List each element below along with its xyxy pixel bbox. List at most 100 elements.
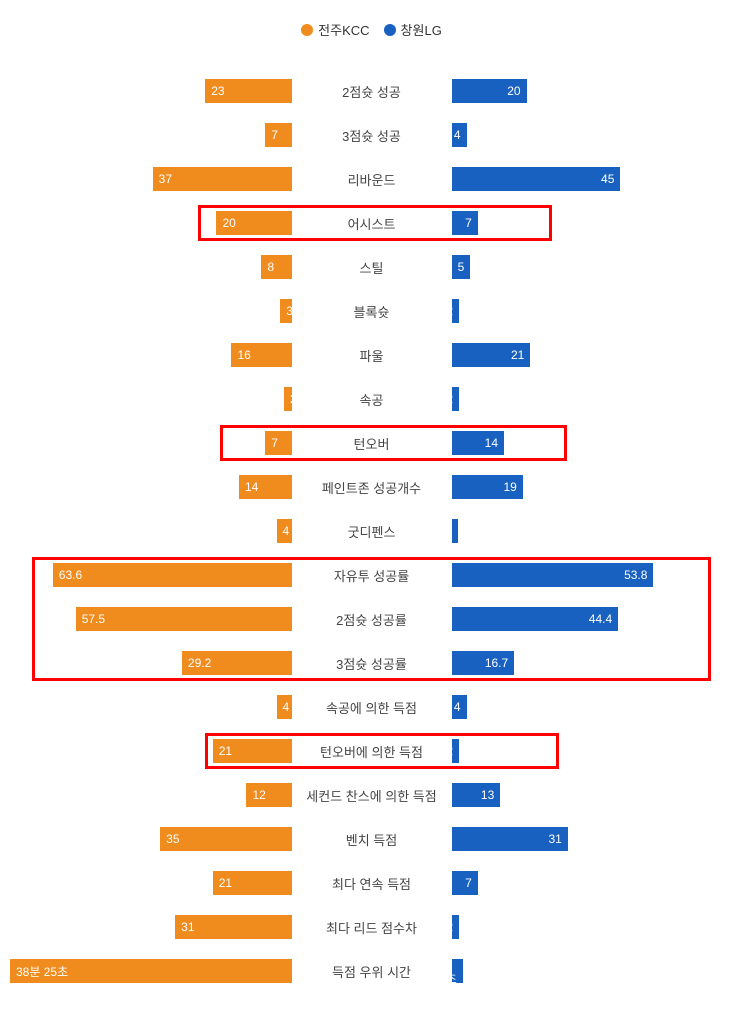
stat-label: 3점슛 성공 xyxy=(292,126,452,145)
team-a-value: 63.6 xyxy=(59,568,82,582)
team-b-side: 13 xyxy=(452,783,734,807)
team-a-value: 4 xyxy=(283,524,290,538)
stat-row: 14페인트존 성공개수19 xyxy=(10,465,733,509)
stat-row: 21최다 연속 득점7 xyxy=(10,861,733,905)
team-a-bar: 12 xyxy=(246,783,291,807)
stat-label: 벤치 득점 xyxy=(292,830,452,849)
stat-row: 20어시스트7 xyxy=(10,201,733,245)
stat-label: 2점슛 성공 xyxy=(292,82,452,101)
team-a-side: 35 xyxy=(10,827,292,851)
team-b-bar: 8초 xyxy=(452,959,463,983)
team-a-bar: 8 xyxy=(261,255,291,279)
team-b-side: 44.4 xyxy=(452,607,734,631)
team-a-value: 37 xyxy=(159,172,172,186)
team-a-value: 7 xyxy=(271,436,278,450)
team-b-bar: 21 xyxy=(452,343,531,367)
team-b-side: 1 xyxy=(452,519,734,543)
team-b-bar: 1 xyxy=(452,519,458,543)
team-a-value: 38분 25초 xyxy=(16,963,68,980)
team-b-value: 21 xyxy=(511,348,524,362)
team-b-side: 45 xyxy=(452,167,734,191)
team-a-side: 3 xyxy=(10,299,292,323)
stat-label: 속공에 의한 득점 xyxy=(292,698,452,717)
legend-label-b: 창원LG xyxy=(401,20,442,39)
stat-label: 자유투 성공률 xyxy=(292,566,452,585)
team-a-side: 7 xyxy=(10,123,292,147)
team-a-side: 38분 25초 xyxy=(10,959,292,983)
team-b-side: 19 xyxy=(452,475,734,499)
team-a-value: 12 xyxy=(252,788,265,802)
team-b-side: 7 xyxy=(452,871,734,895)
team-b-bar: 7 xyxy=(452,871,478,895)
team-a-bar: 29.2 xyxy=(182,651,292,675)
team-b-value: 2 xyxy=(446,920,453,934)
team-a-side: 37 xyxy=(10,167,292,191)
team-b-side: 2 xyxy=(452,299,734,323)
team-b-value: 16.7 xyxy=(485,656,508,670)
stat-label: 굿디펜스 xyxy=(292,522,452,541)
team-a-bar: 4 xyxy=(277,519,292,543)
legend-dot-b xyxy=(384,24,396,36)
team-a-side: 23 xyxy=(10,79,292,103)
team-a-value: 23 xyxy=(211,84,224,98)
team-a-bar: 31 xyxy=(175,915,291,939)
team-a-side: 31 xyxy=(10,915,292,939)
stat-label: 3점슛 성공률 xyxy=(292,654,452,673)
team-a-side: 4 xyxy=(10,695,292,719)
team-a-bar: 57.5 xyxy=(76,607,292,631)
team-a-value: 57.5 xyxy=(82,612,105,626)
team-b-value: 8초 xyxy=(446,956,457,987)
team-b-side: 8초 xyxy=(452,959,734,983)
team-b-value: 14 xyxy=(485,436,498,450)
team-b-side: 5 xyxy=(452,255,734,279)
stat-label: 세컨드 찬스에 의한 득점 xyxy=(292,786,452,805)
team-a-bar: 7 xyxy=(265,431,291,455)
team-b-value: 44.4 xyxy=(589,612,612,626)
team-b-bar: 16.7 xyxy=(452,651,515,675)
legend-team-a: 전주KCC xyxy=(301,20,369,39)
team-a-value: 2 xyxy=(290,392,297,406)
team-a-side: 21 xyxy=(10,739,292,763)
team-b-side: 7 xyxy=(452,211,734,235)
team-b-bar: 19 xyxy=(452,475,523,499)
stat-row: 57.52점슛 성공률44.4 xyxy=(10,597,733,641)
stat-label: 턴오버에 의한 득점 xyxy=(292,742,452,761)
stat-label: 어시스트 xyxy=(292,214,452,233)
stat-row: 21턴오버에 의한 득점2 xyxy=(10,729,733,773)
stat-row: 73점슛 성공4 xyxy=(10,113,733,157)
team-a-bar: 2 xyxy=(284,387,292,411)
team-a-bar: 38분 25초 xyxy=(10,959,292,983)
team-a-side: 21 xyxy=(10,871,292,895)
stat-label: 속공 xyxy=(292,390,452,409)
stat-row: 8스틸5 xyxy=(10,245,733,289)
team-b-value: 20 xyxy=(507,84,520,98)
team-a-value: 21 xyxy=(219,876,232,890)
team-a-side: 7 xyxy=(10,431,292,455)
team-b-bar: 13 xyxy=(452,783,501,807)
stat-row: 29.23점슛 성공률 16.7 xyxy=(10,641,733,685)
stat-label: 득점 우위 시간 xyxy=(292,962,452,981)
team-b-side: 53.8 xyxy=(452,563,734,587)
stat-label: 스틸 xyxy=(292,258,452,277)
team-b-bar: 2 xyxy=(452,387,460,411)
team-b-side: 4 xyxy=(452,695,734,719)
diverging-bar-chart: 232점슛 성공2073점슛 성공437리바운드4520어시스트78스틸53블록… xyxy=(10,69,733,993)
team-a-value: 7 xyxy=(271,128,278,142)
team-a-value: 16 xyxy=(237,348,250,362)
stat-label: 최다 리드 점수차 xyxy=(292,918,452,937)
legend-dot-a xyxy=(301,24,313,36)
team-b-bar: 31 xyxy=(452,827,568,851)
team-b-value: 2 xyxy=(446,392,453,406)
stat-row: 63.6 자유투 성공률53.8 xyxy=(10,553,733,597)
team-b-bar: 44.4 xyxy=(452,607,619,631)
team-b-value: 19 xyxy=(503,480,516,494)
team-a-side: 8 xyxy=(10,255,292,279)
team-b-value: 7 xyxy=(465,216,472,230)
team-b-bar: 5 xyxy=(452,255,471,279)
team-a-side: 63.6 xyxy=(10,563,292,587)
team-b-side: 21 xyxy=(452,343,734,367)
team-b-side: 2 xyxy=(452,739,734,763)
stat-label: 블록슛 xyxy=(292,302,452,321)
stat-row: 7턴오버14 xyxy=(10,421,733,465)
stat-row: 23 2점슛 성공 20 xyxy=(10,69,733,113)
